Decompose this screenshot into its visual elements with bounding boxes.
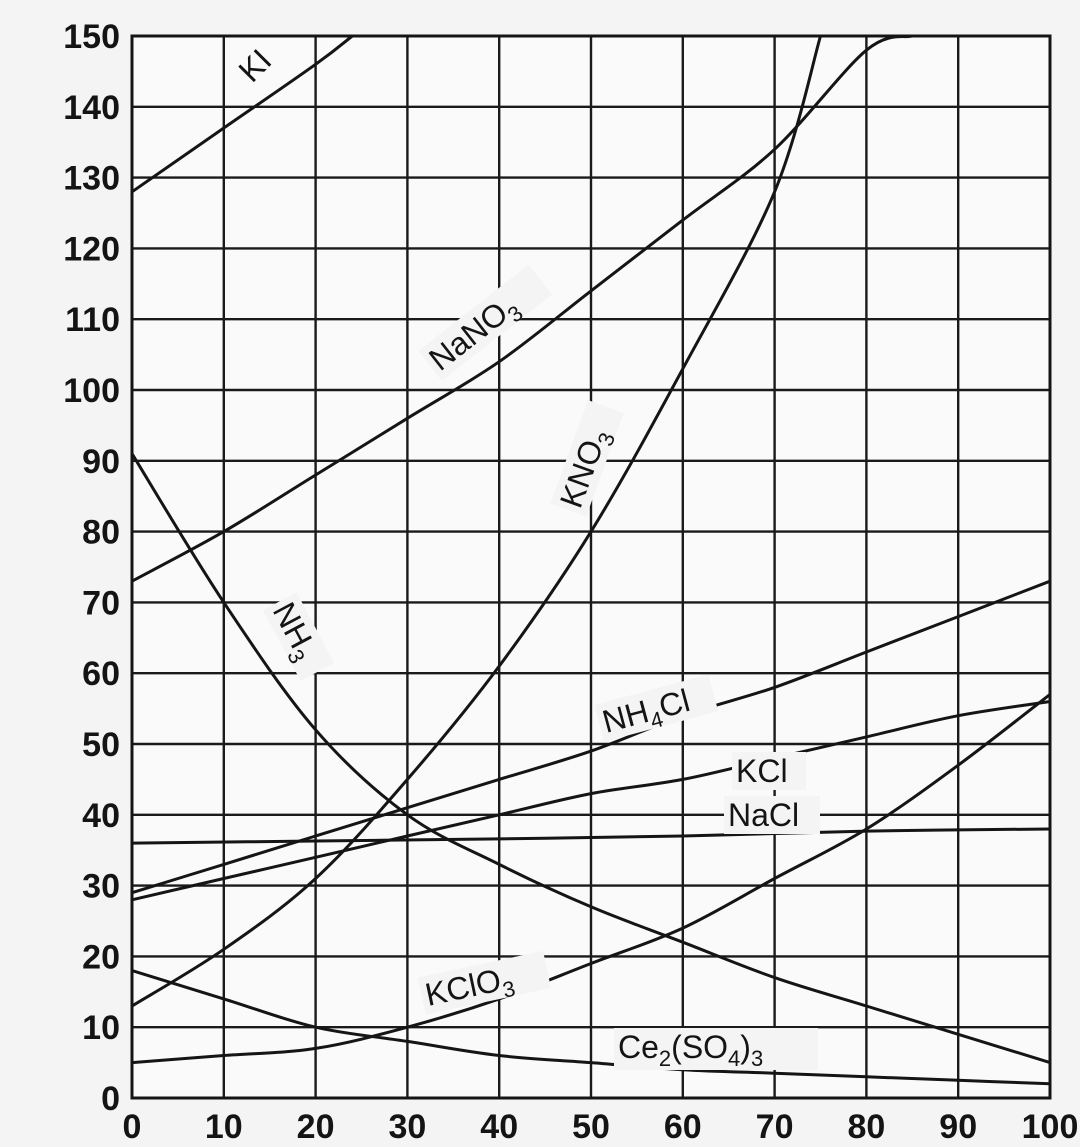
label-Ce2SO43-text: Ce2(SO4)3 bbox=[618, 1029, 763, 1071]
label-NH4Cl: NH4Cl bbox=[594, 674, 719, 746]
y-tick-label: 120 bbox=[63, 230, 120, 268]
label-KClO3: KClO3 bbox=[417, 950, 551, 1019]
label-NH4Cl-text: NH4Cl bbox=[598, 682, 695, 746]
y-tick-label: 60 bbox=[82, 655, 120, 693]
label-Ce-sub3: 3 bbox=[751, 1046, 763, 1071]
series-NH4Cl-line bbox=[131, 579, 1051, 895]
label-KCl-bg bbox=[732, 752, 806, 790]
y-tick-label: 140 bbox=[63, 89, 120, 127]
label-Ce-c: ) bbox=[740, 1029, 751, 1065]
label-KClO3-text: KClO3 bbox=[422, 959, 517, 1019]
x-tick-label: 40 bbox=[480, 1108, 518, 1146]
grid bbox=[130, 34, 1052, 1100]
y-tick-label: 110 bbox=[65, 301, 120, 339]
series-NaNO3-line bbox=[131, 34, 913, 583]
series-NH3-line bbox=[130, 452, 1051, 1065]
label-KClO3-bg bbox=[417, 950, 551, 1015]
label-Ce2SO43: Ce2(SO4)3 bbox=[614, 1028, 818, 1071]
label-NaCl-text: NaCl bbox=[728, 797, 799, 833]
tick-labels: 0 10 20 30 40 50 60 70 80 90 100 0 10 20 30 40 50 60 70 80 9… bbox=[63, 18, 1078, 1146]
y-tick-label: 20 bbox=[82, 938, 120, 976]
label-Ce-a: Ce bbox=[618, 1029, 659, 1065]
x-tick-label: 100 bbox=[1022, 1108, 1079, 1146]
x-tick-label: 70 bbox=[756, 1108, 794, 1146]
y-tick-label: 0 bbox=[101, 1080, 120, 1118]
x-tick-label: 10 bbox=[205, 1108, 243, 1146]
y-tick-label: 100 bbox=[63, 372, 120, 410]
x-tick-label: 20 bbox=[297, 1108, 335, 1146]
x-tick-label: 60 bbox=[664, 1108, 702, 1146]
x-tick-label: 90 bbox=[939, 1108, 977, 1146]
label-NaNO3-bg bbox=[418, 264, 553, 381]
label-Ce-b: (SO bbox=[671, 1029, 728, 1065]
label-NH3-bg bbox=[263, 592, 335, 681]
label-KCl-text: KCl bbox=[736, 753, 788, 789]
y-tick-label: 40 bbox=[82, 797, 120, 835]
x-tick-label: 50 bbox=[572, 1108, 610, 1146]
label-KNO3-bg bbox=[550, 400, 624, 517]
y-tick-label: 80 bbox=[82, 514, 120, 552]
series-KCl-line bbox=[131, 700, 1051, 902]
label-Ce-sub2: 4 bbox=[728, 1046, 740, 1071]
curve-labels: KI NaNO3 KNO3 NH3 NH4Cl KCl NaCl bbox=[231, 42, 820, 1071]
plot-frame bbox=[130, 34, 1052, 1100]
y-tick-label: 50 bbox=[82, 726, 120, 764]
x-tick-label: 0 bbox=[123, 1108, 142, 1146]
x-tick-label: 30 bbox=[388, 1108, 426, 1146]
label-NaCl-bg bbox=[724, 796, 820, 834]
series-curves bbox=[130, 34, 1051, 1086]
series-KI-line bbox=[131, 34, 354, 194]
y-tick-label: 130 bbox=[63, 160, 120, 198]
y-tick-label: 70 bbox=[82, 584, 120, 622]
y-tick-label: 30 bbox=[82, 868, 120, 906]
label-KCl: KCl bbox=[732, 752, 806, 790]
label-NaCl: NaCl bbox=[724, 796, 820, 834]
label-NH4Cl-bg bbox=[594, 674, 719, 742]
series-NaCl-line bbox=[131, 827, 1051, 845]
series-KNO3-line bbox=[131, 35, 822, 1008]
y-tick-label: 90 bbox=[82, 443, 120, 481]
y-tick-label: 150 bbox=[63, 18, 120, 56]
label-Ce2SO43-bg bbox=[614, 1028, 818, 1070]
series-Ce2(SO4)3-line bbox=[131, 969, 1051, 1086]
label-Ce-sub1: 2 bbox=[659, 1046, 671, 1071]
y-tick-label: 10 bbox=[82, 1009, 120, 1047]
x-tick-label: 80 bbox=[847, 1108, 885, 1146]
label-KClO3-sub: 3 bbox=[500, 976, 517, 1003]
series-KClO3-line bbox=[131, 693, 1051, 1065]
